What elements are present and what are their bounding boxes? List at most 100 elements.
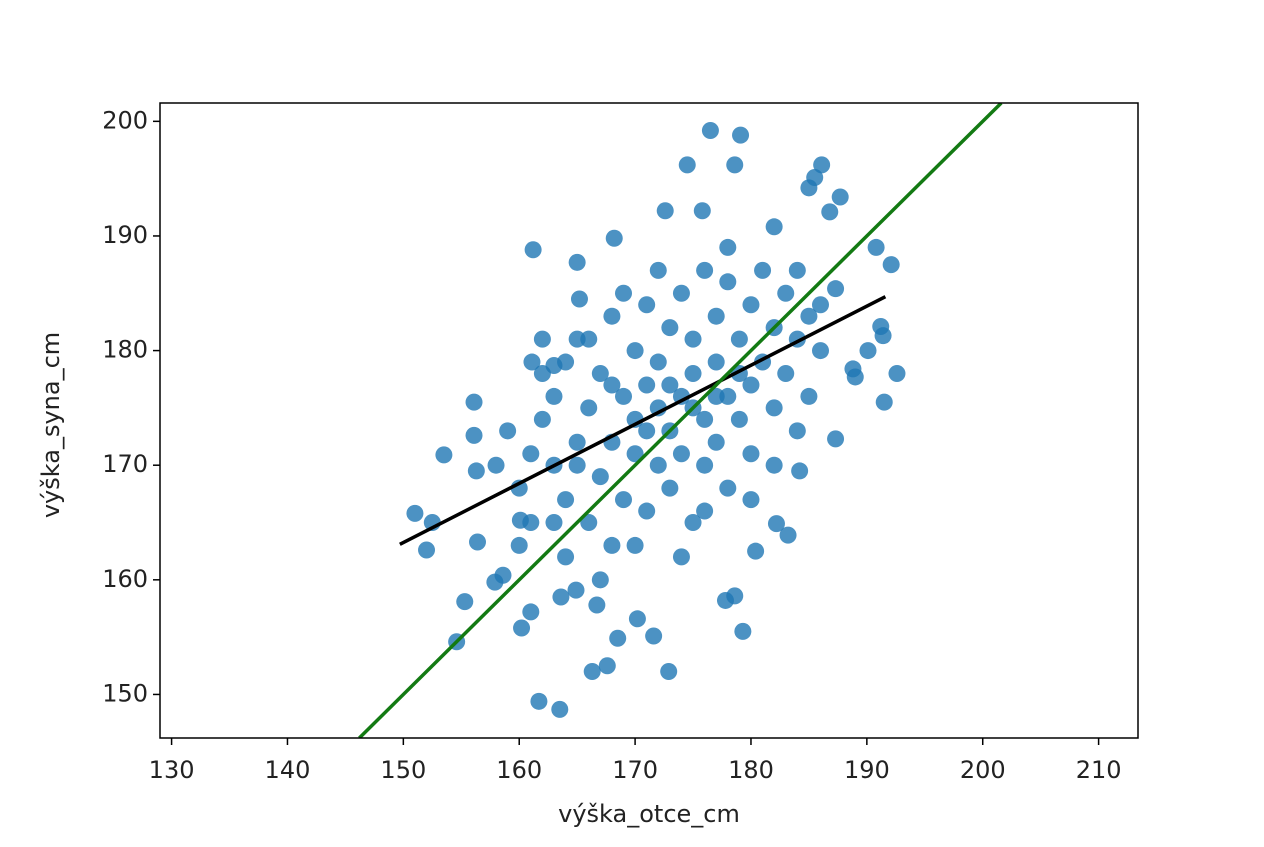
scatter-point (732, 126, 750, 144)
scatter-point (510, 536, 528, 554)
scatter-point (888, 365, 906, 383)
scatter-point (603, 376, 621, 394)
scatter-point (545, 387, 563, 405)
scatter-point (557, 548, 575, 566)
scatter-point (800, 387, 818, 405)
scatter-point (524, 241, 542, 259)
scatter-point (513, 619, 531, 637)
scatter-point (568, 433, 586, 451)
scatter-point (831, 188, 849, 206)
y-tick-label: 200 (102, 106, 148, 134)
scatter-point (777, 284, 795, 302)
y-tick-label: 150 (102, 679, 148, 707)
scatter-point (742, 376, 760, 394)
scatter-point (701, 122, 719, 140)
scatter-point (467, 462, 485, 480)
scatter-point (719, 238, 737, 256)
scatter-point (811, 296, 829, 314)
fit-line (358, 103, 1003, 738)
scatter-point (742, 445, 760, 463)
scatter-point (672, 284, 690, 302)
scatter-point (456, 593, 474, 611)
scatter-point (649, 456, 667, 474)
scatter-point (588, 596, 606, 614)
scatter-point (707, 433, 725, 451)
scatter-point (707, 387, 725, 405)
scatter-point (811, 342, 829, 360)
scatter-point (742, 491, 760, 509)
scatter-point (660, 663, 678, 681)
scatter-point (465, 426, 483, 444)
scatter-point (628, 610, 646, 628)
y-tick-label: 170 (102, 450, 148, 478)
scatter-point (580, 330, 598, 348)
y-tick-label: 180 (102, 336, 148, 364)
scatter-point (696, 456, 714, 474)
scatter-point (719, 273, 737, 291)
scatter-point (726, 156, 744, 174)
scatter-point (591, 571, 609, 589)
scatter-point (661, 319, 679, 337)
scatter-point (469, 533, 487, 551)
scatter-point (788, 261, 806, 279)
y-tick-label: 190 (102, 221, 148, 249)
scatter-point (800, 307, 818, 325)
scatter-point (418, 541, 436, 559)
scatter-point (591, 468, 609, 486)
scatter-point (765, 218, 783, 236)
scatter-point (791, 462, 809, 480)
scatter-point (615, 491, 633, 509)
scatter-point (603, 536, 621, 554)
scatter-point (615, 387, 633, 405)
scatter-point (813, 156, 831, 174)
plot-area (358, 103, 1003, 738)
scatter-point (522, 514, 540, 532)
scatter-point (734, 622, 752, 640)
scatter-point (487, 456, 505, 474)
scatter-point (788, 422, 806, 440)
y-axis-label: výška_syna_cm (37, 332, 65, 518)
scatter-point (522, 603, 540, 621)
scatter-point (649, 353, 667, 371)
scatter-point (754, 261, 772, 279)
scatter-point (693, 202, 711, 220)
scatter-point (730, 330, 748, 348)
scatter-point (777, 365, 795, 383)
scatter-point (696, 261, 714, 279)
scatter-point (747, 542, 765, 560)
scatter-point (605, 229, 623, 247)
scatter-point (603, 307, 621, 325)
x-tick-label: 210 (1076, 756, 1122, 784)
scatter-point (626, 342, 644, 360)
scatter-point (551, 700, 569, 718)
scatter-point (875, 393, 893, 411)
scatter-point (568, 253, 586, 271)
scatter-point (767, 515, 785, 533)
scatter-point (591, 365, 609, 383)
scatter-point (672, 548, 690, 566)
scatter-point (765, 399, 783, 417)
x-tick-label: 170 (612, 756, 658, 784)
scatter-point (867, 238, 885, 256)
scatter-point (522, 445, 540, 463)
scatter-point (583, 663, 601, 681)
scatter-point (406, 504, 424, 522)
scatter-point (533, 365, 551, 383)
scatter-point (638, 502, 656, 520)
scatter-point (684, 514, 702, 532)
scatter-point (846, 368, 864, 386)
scatter-point (465, 393, 483, 411)
scatter-point (765, 456, 783, 474)
scatter-point (661, 479, 679, 497)
x-tick-label: 190 (844, 756, 890, 784)
scatter-point (626, 445, 644, 463)
scatter-point (568, 456, 586, 474)
x-tick-label: 150 (380, 756, 426, 784)
scatter-point (649, 261, 667, 279)
axes-frame (159, 102, 1139, 739)
scatter-point (859, 342, 877, 360)
x-tick-label: 160 (496, 756, 542, 784)
scatter-point (656, 202, 674, 220)
scatter-point (533, 410, 551, 428)
